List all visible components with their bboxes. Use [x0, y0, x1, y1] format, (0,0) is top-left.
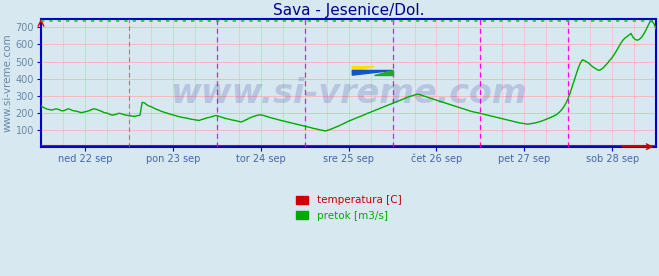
Legend: temperatura [C], pretok [m3/s]: temperatura [C], pretok [m3/s] [296, 195, 401, 221]
Polygon shape [353, 67, 374, 71]
Text: www.si-vreme.com: www.si-vreme.com [170, 76, 527, 110]
Title: Sava - Jesenice/Dol.: Sava - Jesenice/Dol. [273, 3, 424, 18]
Polygon shape [374, 70, 393, 75]
Y-axis label: www.si-vreme.com: www.si-vreme.com [3, 33, 13, 132]
Polygon shape [353, 70, 393, 75]
